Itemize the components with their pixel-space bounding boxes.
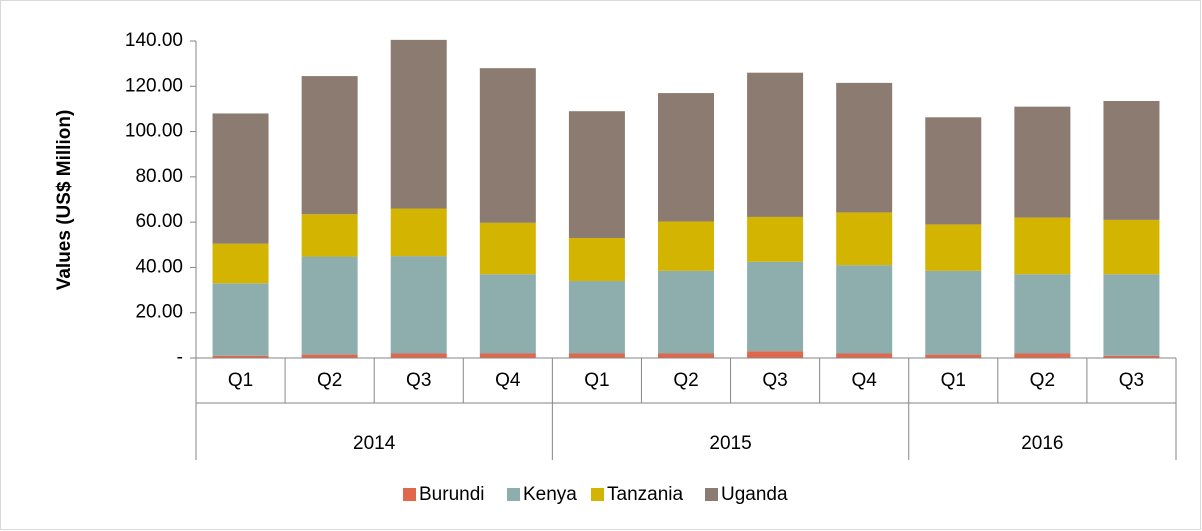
- bar-segment: [1014, 106, 1071, 218]
- bar-segment: [1014, 353, 1071, 358]
- bar-segment: [390, 39, 447, 209]
- x-tick-label: Q3: [406, 370, 431, 391]
- bar-segment: [836, 265, 893, 354]
- bar-segment: [212, 243, 269, 284]
- bar-segment: [1103, 274, 1160, 356]
- bar-segment: [925, 117, 982, 225]
- y-tick-label: 20.00: [135, 302, 183, 323]
- bar-segment: [747, 216, 804, 262]
- legend-label: Kenya: [523, 484, 577, 505]
- legend-swatch: [403, 488, 416, 501]
- y-tick-label: 40.00: [135, 256, 183, 277]
- bar-segment: [568, 353, 625, 358]
- legend-swatch: [705, 488, 718, 501]
- bar-segment: [390, 353, 447, 358]
- bar-segment: [301, 76, 358, 215]
- y-tick-label: -: [177, 347, 183, 368]
- bar-segment: [836, 82, 893, 213]
- legend-swatch: [591, 488, 604, 501]
- bar-segment: [390, 256, 447, 354]
- bar-segment: [301, 354, 358, 358]
- y-tick-label: 120.00: [125, 75, 183, 96]
- y-tick-label: 60.00: [135, 211, 183, 232]
- bar-segment: [479, 274, 536, 354]
- bar-segment: [1103, 219, 1160, 275]
- y-tick-label: 100.00: [125, 121, 183, 142]
- legend-label: Burundi: [419, 484, 485, 505]
- legend-label: Uganda: [721, 484, 788, 505]
- bar-segment: [658, 221, 714, 271]
- y-axis-label: Values (US$ Million): [54, 110, 75, 291]
- x-tick-label: Q1: [228, 370, 253, 391]
- bar-segment: [212, 113, 269, 244]
- bar-segment: [212, 355, 269, 358]
- bar-segment: [301, 256, 358, 355]
- x-tick-label: Q2: [673, 370, 698, 391]
- bar-segment: [1103, 355, 1160, 358]
- bar-segment: [1103, 101, 1160, 220]
- x-tick-label: Q2: [1030, 370, 1055, 391]
- bar-segment: [1014, 217, 1071, 275]
- bar-segment: [568, 111, 625, 238]
- bar-segment: [658, 93, 714, 222]
- bar-segment: [1014, 274, 1071, 354]
- bar-segment: [925, 224, 982, 271]
- group-label: 2016: [1021, 433, 1063, 454]
- y-tick-label: 80.00: [135, 166, 183, 187]
- x-tick-label: Q3: [762, 370, 787, 391]
- x-tick-label: Q4: [495, 370, 521, 391]
- bar-segment: [301, 214, 358, 257]
- bar-segment: [925, 354, 982, 358]
- bar-segment: [747, 351, 804, 358]
- bar-segment: [836, 212, 893, 266]
- bar-segment: [568, 237, 625, 282]
- bar-segment: [568, 281, 625, 354]
- group-label: 2014: [353, 433, 396, 454]
- legend-swatch: [507, 488, 520, 501]
- x-tick-label: Q3: [1119, 370, 1144, 391]
- group-label: 2015: [709, 433, 751, 454]
- x-tick-label: Q2: [317, 370, 342, 391]
- bar-segment: [479, 353, 536, 358]
- bar-segment: [390, 208, 447, 257]
- x-tick-label: Q4: [852, 370, 878, 391]
- x-tick-label: Q1: [941, 370, 966, 391]
- bar-segment: [747, 261, 804, 352]
- bar-segment: [836, 353, 893, 358]
- bar-segment: [658, 270, 714, 354]
- legend-label: Tanzania: [607, 484, 683, 505]
- bar-segment: [925, 270, 982, 355]
- bar-segment: [479, 222, 536, 275]
- bar-segment: [658, 353, 714, 358]
- x-tick-label: Q1: [584, 370, 609, 391]
- y-tick-label: 140.00: [125, 30, 183, 51]
- bar-segment: [479, 68, 536, 223]
- bar-segment: [747, 72, 804, 217]
- bar-segment: [212, 283, 269, 356]
